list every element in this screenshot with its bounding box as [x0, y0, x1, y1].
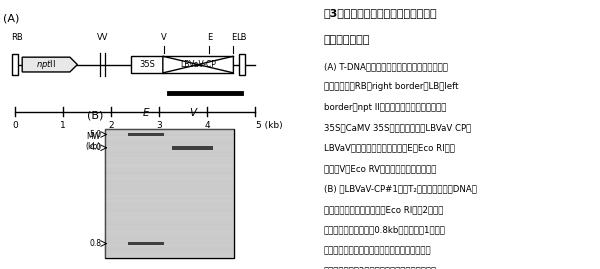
- Text: 35S: 35S: [139, 60, 155, 69]
- FancyBboxPatch shape: [172, 146, 214, 150]
- Text: 図3　サザン解析による導入遺伝子の: 図3 サザン解析による導入遺伝子の: [323, 8, 437, 18]
- FancyBboxPatch shape: [239, 54, 245, 75]
- Text: 35SはCaMV 35Sプロモーター、LBVaV CPは: 35SはCaMV 35Sプロモーター、LBVaV CPは: [323, 123, 471, 132]
- Text: (B) 「LBVaV-CP#1」（T₂世代）のゲノムDNAを: (B) 「LBVaV-CP#1」（T₂世代）のゲノムDNAを: [323, 185, 476, 193]
- Text: V: V: [161, 33, 167, 42]
- Text: $\it{npt}$II: $\it{npt}$II: [36, 58, 56, 71]
- Text: (B): (B): [87, 110, 103, 120]
- FancyBboxPatch shape: [131, 56, 163, 73]
- Text: コピー数の確認: コピー数の確認: [323, 35, 370, 45]
- Text: 0.8: 0.8: [89, 239, 101, 248]
- Text: 以上であればコピー数に関係なく検出されるも: 以上であればコピー数に関係なく検出されるも: [323, 246, 431, 255]
- Text: 用いた領域、RBはright border、LBはleft: 用いた領域、RBはright border、LBはleft: [323, 82, 458, 91]
- FancyBboxPatch shape: [12, 54, 18, 75]
- Text: 2: 2: [108, 121, 114, 130]
- Text: 5 (kb): 5 (kb): [257, 121, 283, 130]
- Text: LB: LB: [236, 33, 247, 42]
- Text: 4: 4: [204, 121, 210, 130]
- Text: 用いたサザン解析の結果。Eco RIでは2本のバ: 用いたサザン解析の結果。Eco RIでは2本のバ: [323, 205, 443, 214]
- Text: のであるため、2種類の各制限酵素での結果は、: のであるため、2種類の各制限酵素での結果は、: [323, 266, 437, 269]
- Text: 3: 3: [156, 121, 162, 130]
- Text: border、npt IIはカナマイシン耗性遺伝子、: border、npt IIはカナマイシン耗性遺伝子、: [323, 103, 446, 112]
- FancyBboxPatch shape: [128, 133, 164, 136]
- Text: 0: 0: [12, 121, 18, 130]
- Text: VV: VV: [97, 33, 108, 42]
- Text: RB: RB: [11, 33, 22, 42]
- Text: E: E: [143, 108, 149, 118]
- FancyBboxPatch shape: [128, 242, 164, 245]
- Text: V: V: [189, 108, 196, 118]
- Text: 4.0: 4.0: [89, 143, 101, 152]
- Text: LBVaV外被タンパク質遺伝子、EはEco RI切断: LBVaV外被タンパク質遺伝子、EはEco RI切断: [323, 144, 454, 153]
- FancyBboxPatch shape: [105, 129, 234, 258]
- Text: LBVaV-CP: LBVaV-CP: [180, 60, 216, 69]
- Polygon shape: [22, 57, 77, 72]
- Text: E: E: [207, 33, 212, 42]
- Text: 5.0: 5.0: [89, 130, 101, 139]
- Polygon shape: [198, 56, 233, 73]
- Text: E: E: [231, 33, 236, 42]
- Text: 1: 1: [60, 121, 66, 130]
- Text: MW
(kb): MW (kb): [85, 132, 100, 151]
- Text: (A) T-DNA領域の構造。横棒はプローブとして: (A) T-DNA領域の構造。横棒はプローブとして: [323, 62, 448, 71]
- Text: ンドが検出されたが、0.8kbのバンドは1コピー: ンドが検出されたが、0.8kbのバンドは1コピー: [323, 225, 445, 234]
- Text: 部位、VはEco RV切断部位を示している。: 部位、VはEco RV切断部位を示している。: [323, 164, 436, 173]
- Text: (A): (A): [3, 13, 19, 23]
- Polygon shape: [163, 56, 198, 73]
